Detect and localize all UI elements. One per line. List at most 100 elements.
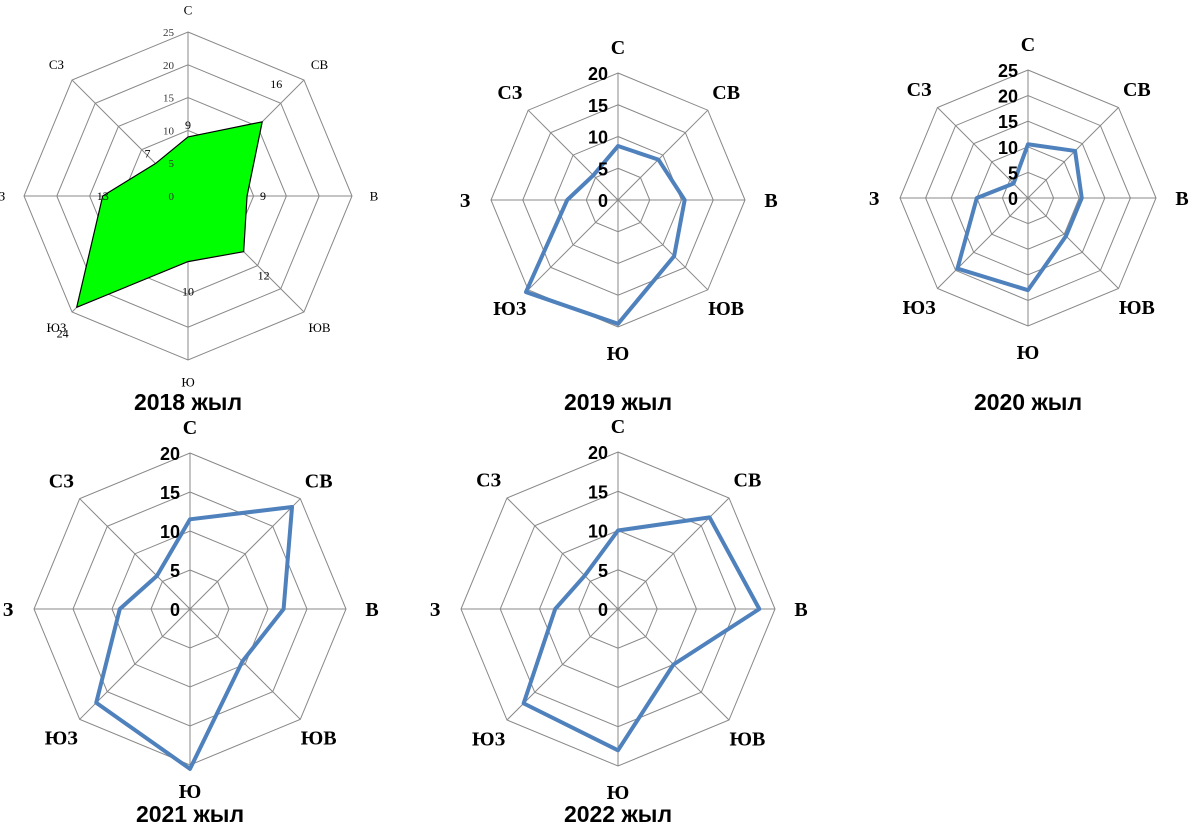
data-series-polygon — [955, 142, 1084, 293]
direction-label-ЮЗ: ЮЗ — [45, 728, 79, 750]
tick-label: 20 — [163, 60, 175, 72]
wind-rose-2022: 0 5 10 15 20С СВ В ЮВ Ю ЮЗ З СЗ 2022 жыл — [430, 416, 808, 827]
tick-label: 10 — [998, 138, 1018, 158]
direction-label-ЮВ: ЮВ — [1119, 297, 1155, 319]
tick-label: 20 — [998, 87, 1018, 107]
value-label-Ю: 10 — [182, 285, 194, 299]
wind-rose-2019: 0 5 10 15 20С СВ В ЮВ Ю ЮЗ З СЗ 2019 жыл — [460, 37, 778, 415]
direction-label-ЮЗ: ЮЗ — [472, 728, 506, 750]
spoke-7 — [527, 109, 619, 201]
direction-label-СВ: СВ — [305, 470, 333, 492]
direction-label-В: В — [365, 599, 378, 621]
direction-label-Ю: Ю — [607, 343, 630, 365]
direction-label-СЗ: СЗ — [907, 79, 932, 101]
tick-label: 20 — [160, 444, 180, 464]
chart-caption: 2021 жыл — [136, 801, 244, 827]
wind-rose-2021: 0 5 10 15 20С СВ В ЮВ Ю ЮЗ З СЗ 2021 жыл — [3, 417, 379, 827]
tick-label: 10 — [588, 128, 608, 148]
tick-label: 0 — [170, 600, 180, 620]
direction-label-СЗ: СЗ — [497, 82, 522, 104]
tick-label: 5 — [1008, 163, 1018, 183]
radar-grid — [33, 452, 347, 766]
spoke-7 — [506, 497, 619, 610]
tick-label: 10 — [588, 522, 608, 542]
chart-caption: 2019 жыл — [564, 389, 672, 415]
chart-caption: 2020 жыл — [974, 389, 1082, 415]
direction-label-Ю: Ю — [1017, 342, 1040, 364]
spoke-1 — [617, 109, 709, 201]
direction-label-В: В — [370, 189, 379, 204]
value-label-ЮВ: 12 — [258, 269, 270, 283]
tick-label: 5 — [170, 561, 180, 581]
tick-label: 0 — [598, 600, 608, 620]
value-label-СЗ: 7 — [145, 147, 151, 161]
radar-grid — [490, 72, 746, 328]
direction-label-СВ: СВ — [712, 82, 740, 104]
direction-label-ЮЗ: ЮЗ — [493, 298, 527, 320]
direction-label-Ю: Ю — [181, 375, 194, 390]
direction-label-С: С — [611, 416, 625, 438]
direction-label-З: З — [460, 190, 471, 212]
direction-label-В: В — [794, 599, 807, 621]
direction-label-С: С — [183, 417, 197, 439]
tick-label: 5 — [169, 158, 175, 170]
tick-label: 10 — [163, 125, 175, 137]
spoke-7 — [79, 498, 191, 610]
chart-caption: 2022 жыл — [564, 801, 672, 827]
tick-label: 25 — [163, 27, 175, 39]
tick-label: 15 — [588, 482, 608, 502]
spoke-5 — [527, 199, 619, 291]
tick-label: 5 — [598, 159, 608, 179]
value-label-С: 9 — [185, 118, 191, 132]
direction-label-ЮЗ: ЮЗ — [903, 297, 937, 319]
direction-label-С: С — [611, 37, 625, 59]
direction-label-ЮВ: ЮВ — [308, 320, 330, 335]
tick-label: 0 — [169, 191, 175, 203]
direction-label-СВ: СВ — [311, 57, 329, 72]
direction-label-СЗ: СЗ — [49, 470, 74, 492]
data-series-polygon — [76, 121, 263, 308]
radar-grid — [460, 451, 776, 767]
direction-label-СВ: СВ — [1123, 79, 1151, 101]
direction-label-ЮВ: ЮВ — [729, 728, 765, 750]
wind-rose-2018: 0 5 10 15 20 25 С СВ В ЮВ Ю ЮЗ З СЗ 9 16 9 12 10 24 13 7 2018 … — [0, 3, 379, 415]
direction-label-С: С — [184, 3, 193, 18]
spoke-3 — [189, 608, 301, 720]
tick-label: 10 — [160, 522, 180, 542]
tick-label: 5 — [598, 561, 608, 581]
spoke-1 — [1027, 107, 1119, 199]
direction-label-СЗ: СЗ — [476, 470, 501, 492]
value-label-З: 13 — [97, 189, 109, 203]
value-label-В: 9 — [260, 189, 266, 203]
tick-label: 20 — [588, 64, 608, 84]
direction-label-ЮВ: ЮВ — [301, 728, 337, 750]
direction-label-З: З — [0, 189, 5, 204]
tick-label: 15 — [163, 93, 175, 105]
spoke-3 — [1027, 197, 1119, 289]
tick-label: 15 — [998, 112, 1018, 132]
direction-label-З: З — [869, 188, 880, 210]
data-series-polygon — [94, 504, 295, 771]
spoke-5 — [937, 197, 1029, 289]
wind-rose-2020: 0 5 10 15 20 25С СВ В ЮВ Ю ЮЗ З СЗ 2020 жыл — [869, 34, 1189, 415]
chart-caption: 2018 жыл — [134, 389, 242, 415]
tick-label: 25 — [998, 61, 1018, 81]
direction-label-СВ: СВ — [734, 470, 762, 492]
spoke-1 — [189, 498, 301, 610]
direction-label-ЮВ: ЮВ — [708, 298, 744, 320]
tick-label: 15 — [160, 483, 180, 503]
value-label-ЮЗ: 24 — [57, 326, 69, 340]
direction-label-В: В — [764, 190, 777, 212]
direction-label-Ю: Ю — [179, 781, 202, 803]
direction-label-З: З — [3, 599, 14, 621]
tick-label: 15 — [588, 96, 608, 116]
tick-label: 20 — [588, 443, 608, 463]
spoke-3 — [617, 199, 709, 291]
direction-label-С: С — [1021, 34, 1035, 56]
tick-label: 0 — [1008, 189, 1018, 209]
direction-label-Ю: Ю — [607, 782, 630, 804]
direction-label-З: З — [430, 599, 441, 621]
value-label-СВ: 16 — [270, 77, 282, 91]
direction-label-ЮЗ: ЮЗ — [47, 320, 67, 335]
